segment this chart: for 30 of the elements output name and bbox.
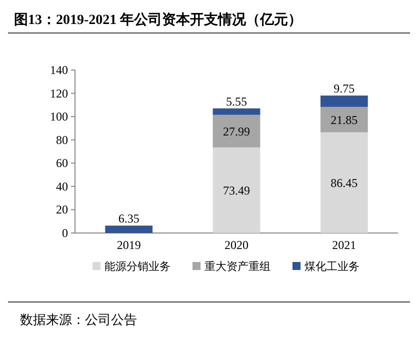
y-tick-label: 20 [56, 202, 68, 217]
bar [212, 147, 260, 233]
bar [212, 108, 260, 115]
legend-label: 煤化工业务 [304, 260, 360, 273]
y-tick-label: 100 [50, 110, 68, 124]
data-label: 9.75 [334, 82, 355, 96]
data-label: 27.99 [223, 124, 250, 139]
legend-label: 能源分销业务 [104, 260, 170, 273]
x-tick-label: 2021 [332, 238, 356, 252]
y-tick-label: 60 [56, 156, 68, 170]
bar [105, 226, 153, 233]
source-note: 数据来源：公司公告 [20, 312, 137, 327]
x-tick-label: 2019 [116, 238, 141, 252]
bar [320, 106, 368, 132]
y-tick-label: 0 [62, 226, 68, 240]
bar [320, 96, 368, 107]
y-tick-label: 80 [56, 132, 68, 147]
data-label: 21.85 [330, 113, 358, 128]
y-tick-label: 40 [56, 179, 68, 194]
legend-label: 重大资产重组 [204, 260, 270, 273]
data-label: 86.45 [330, 176, 358, 190]
y-tick-label: 140 [50, 63, 68, 77]
data-label: 5.55 [226, 94, 247, 108]
bar [212, 114, 260, 148]
chart-title: 图13：2019-2021 年公司资本开支情况（亿元） [14, 12, 302, 28]
y-tick-label: 120 [50, 86, 68, 100]
data-label: 73.49 [223, 184, 250, 198]
data-label: 6.35 [118, 212, 140, 226]
x-tick-label: 2020 [224, 238, 248, 252]
bar [320, 132, 368, 233]
